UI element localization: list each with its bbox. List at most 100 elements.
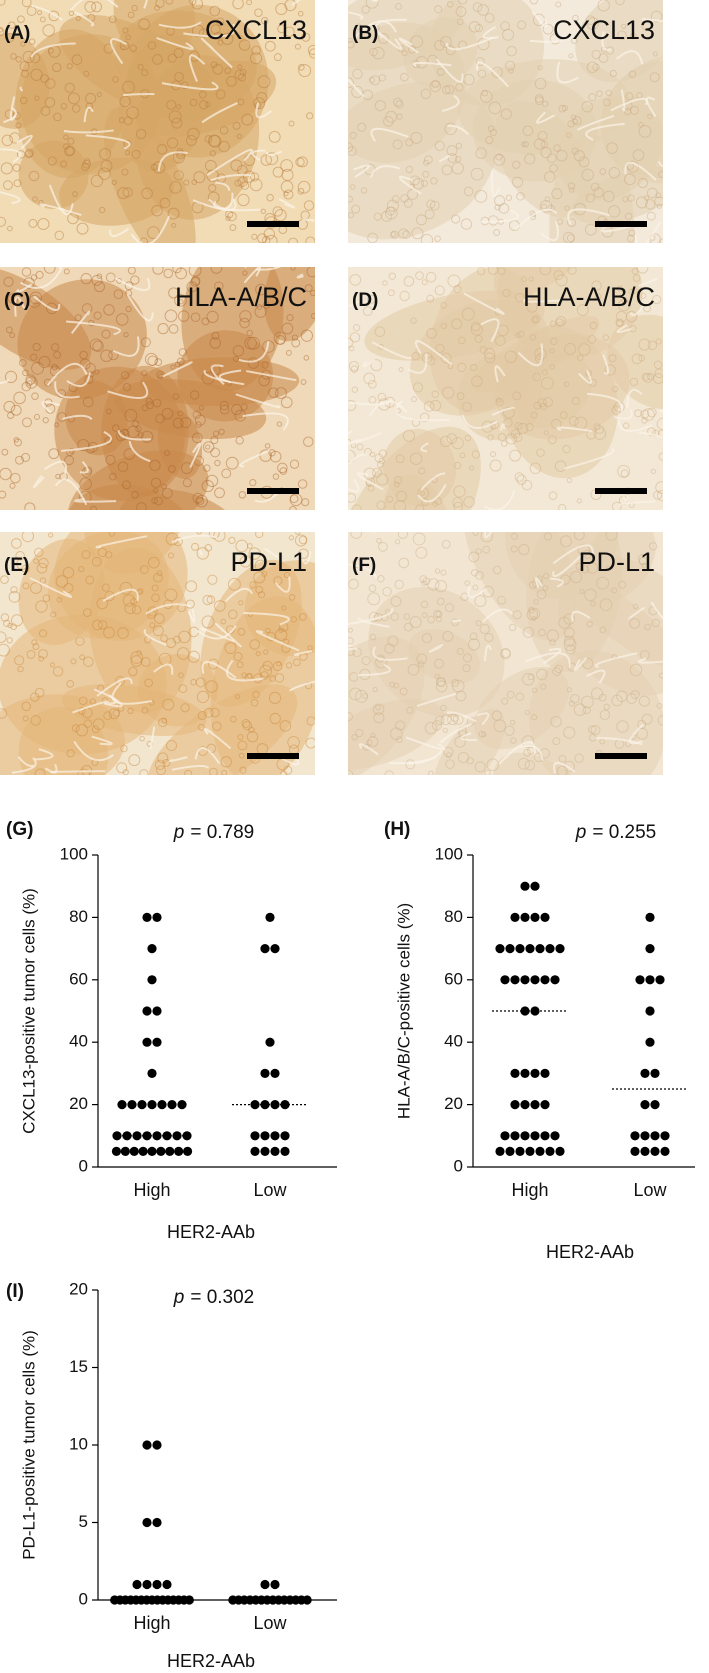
cell	[451, 162, 464, 175]
cell	[451, 618, 459, 627]
cell	[13, 391, 26, 405]
cell	[199, 90, 207, 99]
cell	[659, 238, 663, 243]
cell	[622, 422, 630, 429]
cell	[68, 10, 75, 17]
cell	[637, 553, 649, 565]
cell	[209, 5, 221, 17]
panel-label: (B)	[352, 23, 378, 44]
cell	[268, 448, 276, 457]
stroma-fiber	[564, 447, 615, 470]
cell	[376, 473, 389, 486]
cell	[131, 4, 138, 12]
cell	[577, 543, 591, 557]
stroma-fiber	[194, 747, 221, 765]
cell	[0, 631, 7, 644]
cell	[512, 391, 522, 401]
cell	[130, 651, 144, 664]
cell	[587, 335, 597, 344]
cell	[447, 153, 458, 163]
cell	[91, 725, 100, 734]
stroma-fiber	[408, 750, 443, 765]
cell	[230, 715, 237, 723]
cell	[232, 345, 245, 357]
data-dot	[495, 944, 505, 954]
cell	[207, 134, 221, 147]
cell	[140, 337, 151, 348]
cell	[234, 69, 245, 80]
cell	[122, 80, 135, 94]
cell	[372, 686, 378, 693]
cell	[172, 635, 181, 644]
stroma-fiber	[207, 192, 234, 210]
cell	[450, 214, 461, 224]
cell	[202, 594, 213, 606]
cell	[297, 10, 304, 17]
cell	[534, 77, 547, 90]
stroma-fiber	[353, 164, 371, 178]
stroma-fiber	[372, 646, 408, 661]
cell	[203, 464, 211, 472]
stroma-fiber	[357, 617, 390, 628]
cell	[90, 174, 104, 188]
cell	[156, 570, 163, 577]
cell	[456, 392, 465, 401]
cell	[22, 417, 32, 428]
stroma-fiber	[348, 429, 383, 445]
cell	[611, 386, 619, 393]
cell	[444, 122, 457, 136]
cell	[199, 100, 209, 110]
cell	[237, 98, 245, 106]
x-axis-label: HER2-AAb	[546, 1242, 634, 1262]
cell	[642, 304, 651, 313]
cell	[273, 331, 287, 345]
cell	[398, 367, 404, 373]
cell	[528, 606, 535, 614]
data-dot	[650, 1068, 660, 1078]
cell	[83, 466, 93, 475]
cell	[177, 310, 190, 322]
cell	[562, 231, 575, 243]
cell	[150, 163, 158, 171]
cell	[640, 292, 647, 299]
stroma-fiber	[149, 726, 156, 749]
cell	[307, 645, 313, 651]
cell	[122, 480, 131, 490]
cell	[531, 616, 537, 622]
data-dot	[260, 1146, 270, 1156]
cell	[296, 156, 308, 168]
cell	[377, 575, 385, 583]
cell	[98, 167, 111, 181]
cell	[608, 205, 621, 218]
cell	[455, 83, 464, 92]
cell	[14, 655, 25, 666]
cell	[351, 85, 364, 99]
cell	[624, 107, 632, 116]
cell	[256, 91, 268, 104]
cell	[297, 187, 305, 195]
cell	[21, 532, 35, 543]
cell	[38, 629, 48, 638]
cell	[303, 355, 310, 361]
cell	[515, 692, 525, 701]
cell	[382, 586, 392, 597]
cell	[193, 171, 206, 184]
cell	[611, 405, 621, 415]
cell	[25, 376, 38, 389]
data-dot	[520, 912, 530, 923]
cell	[78, 565, 85, 573]
cell	[495, 335, 506, 346]
cell	[605, 89, 613, 97]
cell	[580, 564, 589, 574]
cell	[151, 593, 160, 603]
cell	[257, 75, 271, 89]
cell	[348, 578, 359, 590]
cell	[524, 153, 536, 165]
cell	[656, 489, 663, 502]
cell	[136, 502, 147, 510]
cell	[153, 488, 159, 494]
cell	[289, 505, 297, 510]
cell	[120, 744, 128, 753]
cell	[569, 570, 583, 584]
data-dot	[250, 1131, 260, 1141]
